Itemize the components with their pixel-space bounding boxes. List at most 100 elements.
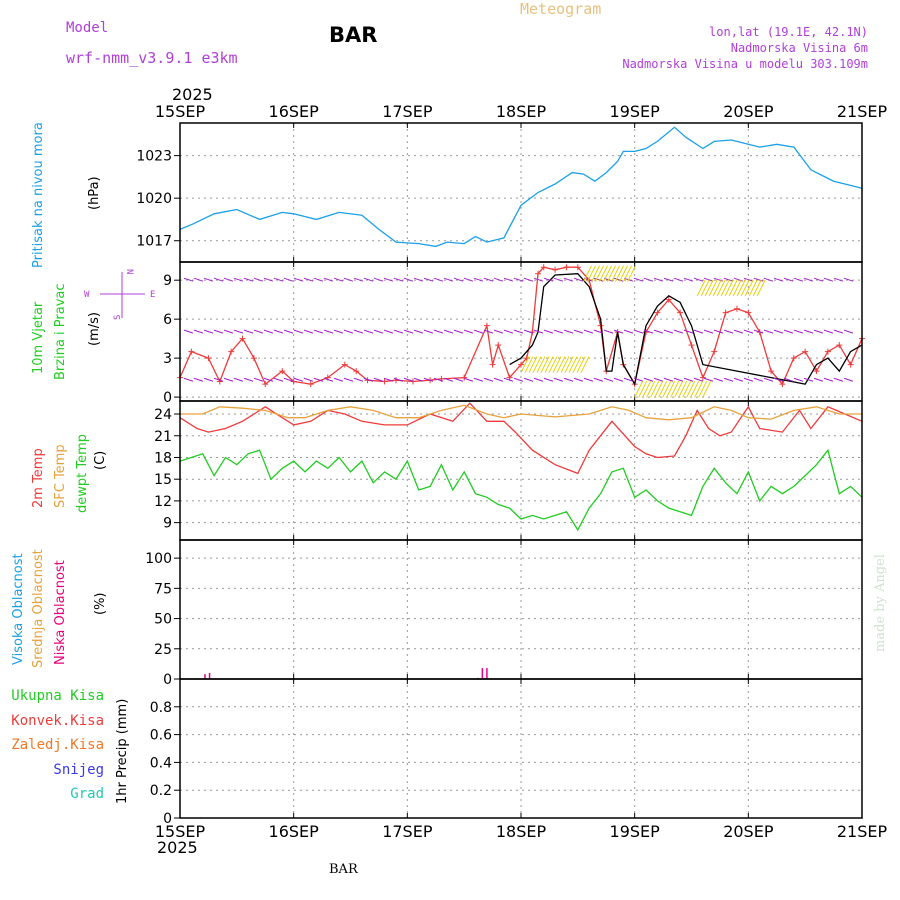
wind-gust-hatch (619, 265, 628, 282)
wind-speed-marker (847, 361, 854, 368)
wind-speed-marker (733, 305, 740, 312)
wind-gust-hatch (752, 279, 762, 297)
wind-barb (543, 329, 554, 334)
wind-barb (763, 329, 774, 334)
wind-speed-marker (779, 381, 786, 388)
wind-gust-hatch (712, 279, 722, 297)
wind-speed-marker (836, 342, 843, 349)
wind-barb (493, 377, 504, 382)
wind-barb (823, 329, 834, 334)
compass-rose: W E N S (84, 269, 155, 320)
wind-speed-marker (290, 378, 297, 385)
wind-barb (273, 377, 284, 382)
ytick-label: 50 (154, 612, 172, 628)
compass-w: W (84, 290, 90, 300)
wind-speed-marker (461, 374, 468, 381)
wind-barb (843, 277, 854, 282)
wind-barb (573, 377, 584, 382)
time-tick-label: 21SEP (837, 822, 888, 841)
wind-barb (843, 377, 854, 382)
wind-barb (483, 277, 494, 282)
wind-gust-hatch (544, 356, 554, 373)
wind-gust-hatch (662, 381, 672, 398)
wind-barb (703, 377, 714, 382)
wind-barb (643, 377, 654, 382)
wind-barb (243, 277, 254, 282)
wind-barb (613, 377, 624, 382)
wind-barb (603, 329, 614, 334)
wind-barb (573, 329, 584, 334)
wind-speed-marker (353, 368, 360, 375)
wind-barb (353, 277, 364, 282)
wind-barb (193, 377, 204, 382)
wind-barb (823, 277, 834, 282)
snijeg-label: Snijeg (53, 762, 104, 778)
wind-speed-marker (540, 264, 547, 271)
wind-barb (353, 377, 364, 382)
wind-gust-hatch (623, 265, 632, 282)
wind-barb (233, 377, 244, 382)
wind-barb (483, 329, 494, 334)
wind-barb (583, 377, 594, 382)
series-dewpt-temp (179, 448, 863, 532)
wind-barb (833, 277, 844, 282)
wind-barb (273, 277, 284, 282)
wind-barb (293, 377, 304, 382)
wind-barb (533, 377, 544, 382)
ytick-label: 15 (154, 472, 172, 488)
wind-gust-hatch (556, 356, 566, 373)
wind-barb (663, 377, 674, 382)
wind-barb (533, 277, 544, 282)
wind-barb (613, 277, 624, 282)
ytick-label: 25 (154, 642, 172, 658)
panel-1: 1017 1020 1023 (136, 122, 863, 263)
series-pritisak-na-nivou-mora (179, 126, 863, 248)
wind-gust-hatch (615, 265, 624, 282)
ytick-label: 100 (145, 551, 172, 567)
wind-gust-hatch (696, 279, 706, 297)
wind-barb (663, 329, 674, 334)
wind-barb (373, 377, 384, 382)
wind-barb (333, 377, 344, 382)
wind-speed-marker (216, 378, 223, 385)
wind-barb (293, 329, 304, 334)
wind-gust-hatch (690, 381, 700, 398)
wind-speed-marker (518, 361, 524, 368)
meteogram-title: Meteogram (520, 0, 602, 18)
time-tick-label: 15SEP (155, 102, 206, 121)
wind-barb (563, 277, 574, 282)
wind-barb (323, 377, 334, 382)
wind-gust-hatch (720, 279, 730, 297)
wind-barb (543, 277, 554, 282)
temp2m-label: 2m Temp (31, 448, 46, 508)
compass-e: E (150, 290, 155, 300)
pressure-unit: (hPa) (87, 176, 102, 210)
ytick-label: 12 (154, 494, 172, 510)
ytick-label: 0.6 (150, 728, 172, 744)
wind-gust-hatch (650, 381, 660, 398)
wind-barb (423, 377, 434, 382)
wind-gust-hatch (532, 356, 542, 373)
wind-gust-hatch (634, 381, 644, 398)
wind-barb (703, 277, 714, 282)
wind-barb (693, 277, 704, 282)
time-tick-label: 16SEP (269, 102, 320, 121)
ytick-label: 75 (154, 581, 172, 597)
wind-gust-hatch (702, 381, 712, 398)
wind-speed-marker (228, 348, 235, 355)
wind-speed-marker (410, 378, 417, 385)
grad-label: Grad (70, 786, 104, 802)
wind-barb (423, 277, 434, 282)
wind-barb (573, 277, 584, 282)
wind-speed-marker (643, 329, 650, 336)
wind-gust-hatch (682, 381, 692, 398)
elevation-label: Nadmorska Visina 6m (730, 41, 868, 55)
time-tick-label: 20SEP (723, 822, 774, 841)
ytick-label: 6 (163, 312, 172, 328)
wind-speed-marker (768, 368, 775, 375)
ukupna-label: Ukupna Kisa (11, 688, 104, 704)
wind-barb (243, 377, 254, 382)
wind-gust-hatch (572, 356, 582, 373)
wind-barb (323, 277, 334, 282)
niska-label: Niska Oblacnost (53, 560, 68, 665)
